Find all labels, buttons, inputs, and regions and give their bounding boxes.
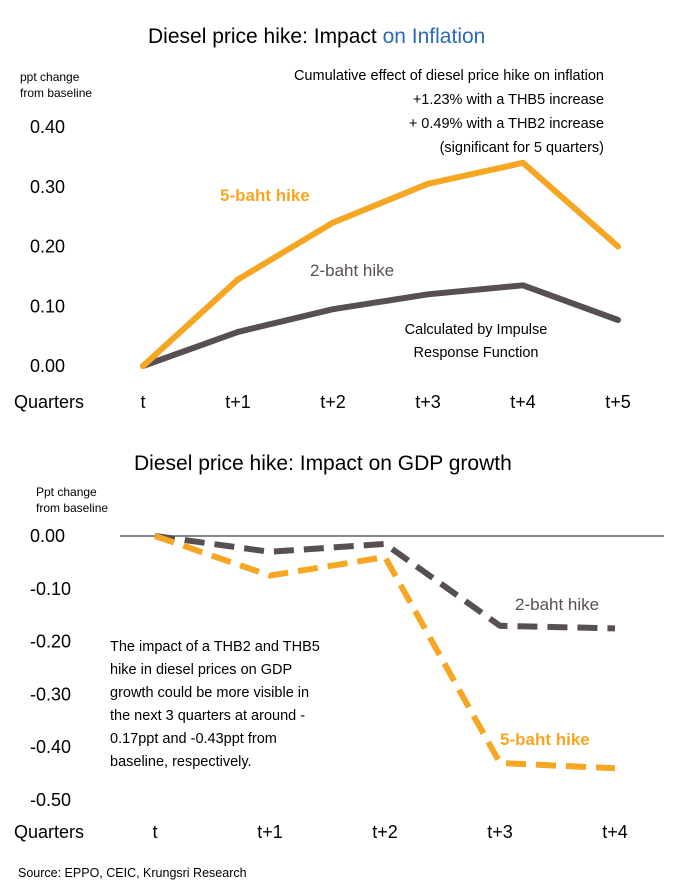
x-tick-label: t+4 bbox=[510, 392, 536, 412]
annotation-line-1: Cumulative effect of diesel price hike o… bbox=[294, 68, 604, 84]
x-tick-label: t+2 bbox=[372, 822, 398, 842]
y-tick-label: -0.40 bbox=[30, 737, 71, 757]
x-tick-label: t+1 bbox=[257, 822, 283, 842]
y-tick-label: -0.30 bbox=[30, 684, 71, 704]
x-tick-label: t+5 bbox=[605, 392, 631, 412]
gdp-note-line-2: hike in diesel prices on GDP bbox=[110, 662, 292, 678]
gdp-note-line-5: 0.17ppt and -0.43ppt from bbox=[110, 731, 277, 747]
series-label-2-baht-hike: 2-baht hike bbox=[515, 595, 599, 614]
annotation-line-3: + 0.49% with a THB2 increase bbox=[409, 116, 604, 132]
series-line-2-baht-hike bbox=[154, 533, 616, 632]
series-label-5-baht-hike: 5-baht hike bbox=[220, 186, 310, 205]
y-tick-labels-gdp: 0.00 -0.10 -0.20 -0.30 -0.40 -0.50 bbox=[30, 526, 71, 810]
source-note: Source: EPPO, CEIC, Krungsri Research bbox=[18, 866, 247, 880]
annotation-line-4: (significant for 5 quarters) bbox=[440, 140, 604, 156]
unit-label-line-1: ppt change bbox=[20, 70, 80, 84]
x-tick-label: t+1 bbox=[225, 392, 251, 412]
series-labels-inflation: 5-baht hike 2-baht hike bbox=[220, 186, 394, 280]
x-axis-name-gdp: Quarters bbox=[14, 822, 84, 842]
inflation-chart: Diesel price hike: Impact on Inflation p… bbox=[14, 25, 631, 412]
y-tick-label: 0.30 bbox=[30, 177, 65, 197]
series-line-5-baht-hike bbox=[154, 533, 616, 772]
x-tick-label: t+3 bbox=[415, 392, 441, 412]
series-labels-gdp: 5-baht hike 2-baht hike bbox=[500, 595, 599, 749]
x-tick-label: t bbox=[140, 392, 145, 412]
x-tick-label: t+2 bbox=[320, 392, 346, 412]
series-line-2-baht-hike bbox=[140, 282, 621, 369]
series-lines-gdp bbox=[154, 533, 616, 772]
x-axis-name-inflation: Quarters bbox=[14, 392, 84, 412]
chart-title-main: Diesel price hike: Impact bbox=[148, 25, 383, 48]
unit-label-line-2: from baseline bbox=[36, 501, 108, 515]
chart-title-inflation: Diesel price hike: Impact on Inflation bbox=[148, 25, 485, 48]
x-tick-label: t bbox=[152, 822, 157, 842]
gdp-note-line-6: baseline, respectively. bbox=[110, 754, 252, 770]
series-lines-inflation bbox=[140, 159, 621, 369]
unit-label-line-1: Ppt change bbox=[36, 485, 97, 499]
series-line-5-baht-hike bbox=[140, 159, 621, 369]
y-tick-labels-inflation: 0.00 0.10 0.20 0.30 0.40 bbox=[30, 117, 65, 376]
x-tick-label: t+4 bbox=[602, 822, 628, 842]
method-note-line-1: Calculated by Impulse bbox=[405, 322, 548, 338]
gdp-chart: Diesel price hike: Impact on GDP growth … bbox=[14, 452, 664, 842]
gdp-note-line-4: the next 3 quarters at around - bbox=[110, 708, 305, 724]
y-tick-label: 0.20 bbox=[30, 237, 65, 257]
unit-label-line-2: from baseline bbox=[20, 86, 92, 100]
annotation-line-2: +1.23% with a THB5 increase bbox=[413, 92, 604, 108]
x-tick-label: t+3 bbox=[487, 822, 513, 842]
x-tick-labels-gdp: t t+1 t+2 t+3 t+4 bbox=[152, 822, 627, 842]
y-tick-label: 0.00 bbox=[30, 526, 65, 546]
y-tick-label: 0.10 bbox=[30, 296, 65, 316]
y-tick-label: -0.10 bbox=[30, 579, 71, 599]
gdp-note-line-3: growth could be more visible in bbox=[110, 685, 309, 701]
gdp-note-line-1: The impact of a THB2 and THB5 bbox=[110, 639, 320, 655]
y-tick-label: 0.00 bbox=[30, 356, 65, 376]
chart-title-gdp: Diesel price hike: Impact on GDP growth bbox=[134, 452, 512, 475]
x-tick-labels-inflation: t t+1 t+2 t+3 t+4 t+5 bbox=[140, 392, 630, 412]
y-tick-label: -0.50 bbox=[30, 790, 71, 810]
series-label-5-baht-hike: 5-baht hike bbox=[500, 730, 590, 749]
series-label-2-baht-hike: 2-baht hike bbox=[310, 261, 394, 280]
chart-title-accent: on Inflation bbox=[383, 25, 486, 48]
y-tick-label: -0.20 bbox=[30, 632, 71, 652]
y-tick-label: 0.40 bbox=[30, 117, 65, 137]
method-note-line-2: Response Function bbox=[414, 345, 539, 361]
